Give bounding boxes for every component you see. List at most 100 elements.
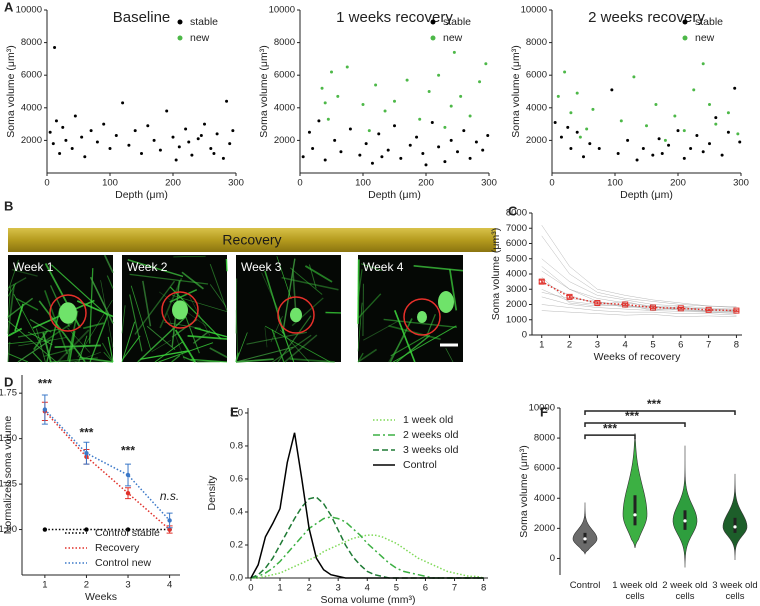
chart-title: Baseline xyxy=(113,9,171,26)
fiber xyxy=(7,327,23,337)
point xyxy=(405,78,409,82)
fiber xyxy=(49,357,98,363)
y-tick-label: 1000 xyxy=(506,314,527,325)
x-tick-label: 100 xyxy=(607,178,623,189)
x-tick-label: 5 xyxy=(394,583,399,594)
x-axis-label: Weeks xyxy=(85,591,117,603)
fiber xyxy=(281,258,296,334)
x-tick-label: 7 xyxy=(706,340,711,351)
x-tick-label: 4 xyxy=(167,580,172,591)
point xyxy=(456,150,459,154)
x-tick-label: Control xyxy=(569,580,601,591)
x-tick-label: 8 xyxy=(481,583,486,594)
x-axis-label: Soma volume (mm³) xyxy=(320,594,415,606)
fiber xyxy=(7,277,27,289)
point xyxy=(209,147,213,151)
fiber xyxy=(277,315,312,363)
fiber xyxy=(448,269,458,311)
point xyxy=(323,158,327,162)
fiber xyxy=(209,263,228,311)
x-tick-label: 6 xyxy=(423,583,428,594)
x-tick-label: 4 xyxy=(365,583,370,594)
point xyxy=(393,124,396,128)
fiber xyxy=(44,321,74,343)
soma xyxy=(172,300,188,320)
roi-circle xyxy=(49,294,87,332)
frame-label: Week 2 xyxy=(127,260,168,274)
point xyxy=(184,127,188,131)
point xyxy=(654,103,658,107)
fiber xyxy=(360,263,383,271)
point xyxy=(582,155,585,159)
x-tick-label: 8 xyxy=(734,340,739,351)
y-tick-label: 4000 xyxy=(526,102,547,113)
point xyxy=(635,158,639,162)
annotation: n.s. xyxy=(160,489,179,503)
fiber xyxy=(264,325,331,363)
y-tick-label: 6000 xyxy=(274,70,295,81)
fiber xyxy=(357,259,360,324)
point xyxy=(364,142,368,146)
legend-label: Recovery xyxy=(95,542,140,554)
median xyxy=(733,525,737,529)
frame-label: Week 4 xyxy=(363,260,404,274)
point xyxy=(738,140,742,144)
fiber xyxy=(7,341,33,345)
point xyxy=(632,75,636,79)
fiber xyxy=(246,331,307,345)
fiber xyxy=(107,336,114,363)
y-tick-label: 7000 xyxy=(506,223,527,234)
point xyxy=(51,142,55,146)
point xyxy=(449,104,453,108)
y-tick-label: 1.25 xyxy=(0,479,17,490)
panel-label: B xyxy=(4,198,13,213)
fiber xyxy=(357,259,360,328)
point xyxy=(708,142,711,146)
fiber xyxy=(357,269,363,300)
fiber xyxy=(32,351,43,363)
marker xyxy=(84,450,89,456)
fiber xyxy=(158,342,214,363)
fiber xyxy=(159,278,183,329)
point xyxy=(370,161,374,165)
banner-label: Recovery xyxy=(222,232,281,248)
point xyxy=(102,122,106,126)
marker xyxy=(42,407,48,412)
y-axis-label: Soma volume (μm³) xyxy=(258,45,270,137)
point xyxy=(317,119,321,123)
legend-label: stable xyxy=(695,16,723,28)
point xyxy=(89,129,93,133)
fiber xyxy=(388,334,406,363)
point xyxy=(556,94,560,98)
point xyxy=(48,130,52,134)
fiber xyxy=(83,322,105,330)
point xyxy=(641,147,645,151)
point xyxy=(708,103,711,107)
median xyxy=(583,537,587,541)
fiber xyxy=(235,310,238,354)
fiber xyxy=(101,342,114,363)
annotation: *** xyxy=(38,376,52,390)
point xyxy=(736,132,740,136)
legend-label: stable xyxy=(443,16,471,28)
point xyxy=(203,122,206,126)
point xyxy=(393,99,396,103)
point xyxy=(430,120,434,124)
legend-label: Control new xyxy=(95,557,151,569)
y-tick-label: 6000 xyxy=(526,70,547,81)
point xyxy=(720,153,724,157)
x-tick-label: 300 xyxy=(733,178,749,189)
fiber xyxy=(209,347,228,358)
fiber xyxy=(67,327,90,353)
point xyxy=(380,155,384,159)
x-tick-label: 2 xyxy=(567,340,572,351)
x-axis-label: Depth (μm) xyxy=(368,189,421,201)
legend-swatch xyxy=(430,19,436,25)
fiber xyxy=(396,334,431,363)
fiber xyxy=(121,321,136,363)
point xyxy=(301,155,305,159)
point xyxy=(336,94,340,98)
legend-swatch xyxy=(430,35,436,41)
fiber xyxy=(363,320,400,341)
y-tick-label: 0.4 xyxy=(230,506,243,517)
